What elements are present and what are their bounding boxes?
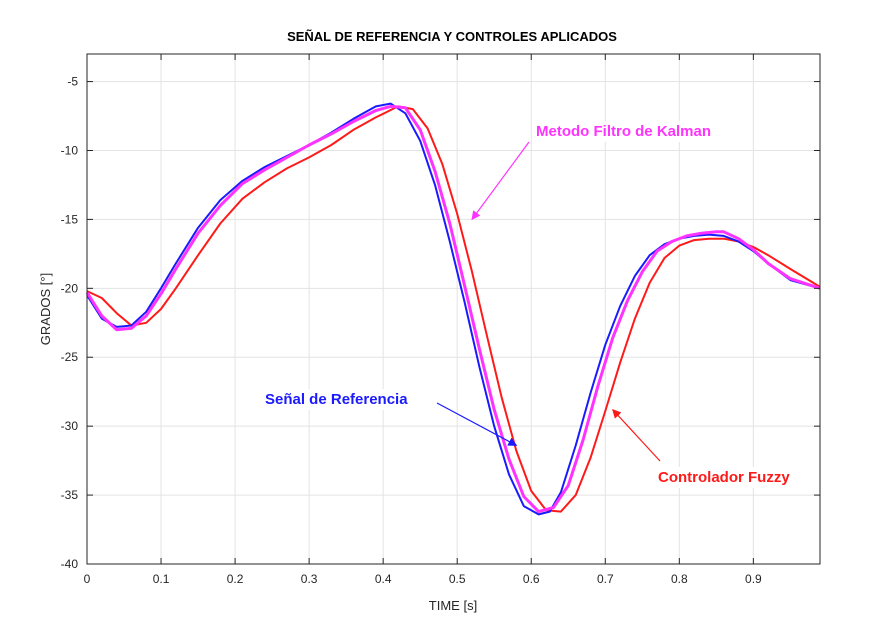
x-tick-label: 0.6 <box>523 572 540 586</box>
x-tick-label: 0.3 <box>301 572 318 586</box>
annotation-label: Metodo Filtro de Kalman <box>536 123 711 140</box>
y-tick-label: -15 <box>61 212 79 226</box>
x-tick-label: 0.9 <box>745 572 762 586</box>
x-tick-label: 0.4 <box>375 572 392 586</box>
y-axis-label: GRADOS [°] <box>38 273 53 345</box>
y-tick-label: -40 <box>61 557 79 571</box>
annotation-background <box>533 121 715 142</box>
annotations-layer: Metodo Filtro de Kalman Señal de Referenc… <box>262 121 794 488</box>
annotation-label: Señal de Referencia <box>265 391 408 408</box>
x-tick-label: 0.8 <box>671 572 688 586</box>
annotation-arrow <box>471 141 530 221</box>
axis-ticks: 0 0.1 0.2 0.3 0.4 0.5 0.6 0.7 0.8 0.9 -40 -35 -30 -25… <box>61 54 820 586</box>
x-tick-label: 0.2 <box>227 572 244 586</box>
y-tick-label: -30 <box>61 419 79 433</box>
plot-frame <box>86 53 821 565</box>
y-tick-label: -20 <box>61 281 79 295</box>
x-tick-label: 0.5 <box>449 572 466 586</box>
chart-title: SEÑAL DE REFERENCIA Y CONTROLES APLICADO… <box>287 29 617 44</box>
annotation-background <box>655 467 794 488</box>
y-tick-label: -25 <box>61 350 79 364</box>
series-layer <box>85 102 821 516</box>
x-axis-label: TIME [s] <box>429 598 477 613</box>
annotation-background <box>262 389 412 410</box>
y-tick-label: -5 <box>67 75 78 89</box>
x-tick-label: 0.1 <box>153 572 170 586</box>
x-tick-label: 0.7 <box>597 572 614 586</box>
x-tick-label: 0 <box>84 572 91 586</box>
series-line-controlador-fuzzy <box>86 105 821 513</box>
y-tick-label: -35 <box>61 488 79 502</box>
annotation-arrow <box>436 402 518 446</box>
y-tick-label: -10 <box>61 143 79 157</box>
annotation-arrow <box>612 408 661 462</box>
series-line-metodo-filtro-de-kalman <box>85 104 821 514</box>
annotation-label: Controlador Fuzzy <box>658 469 790 486</box>
